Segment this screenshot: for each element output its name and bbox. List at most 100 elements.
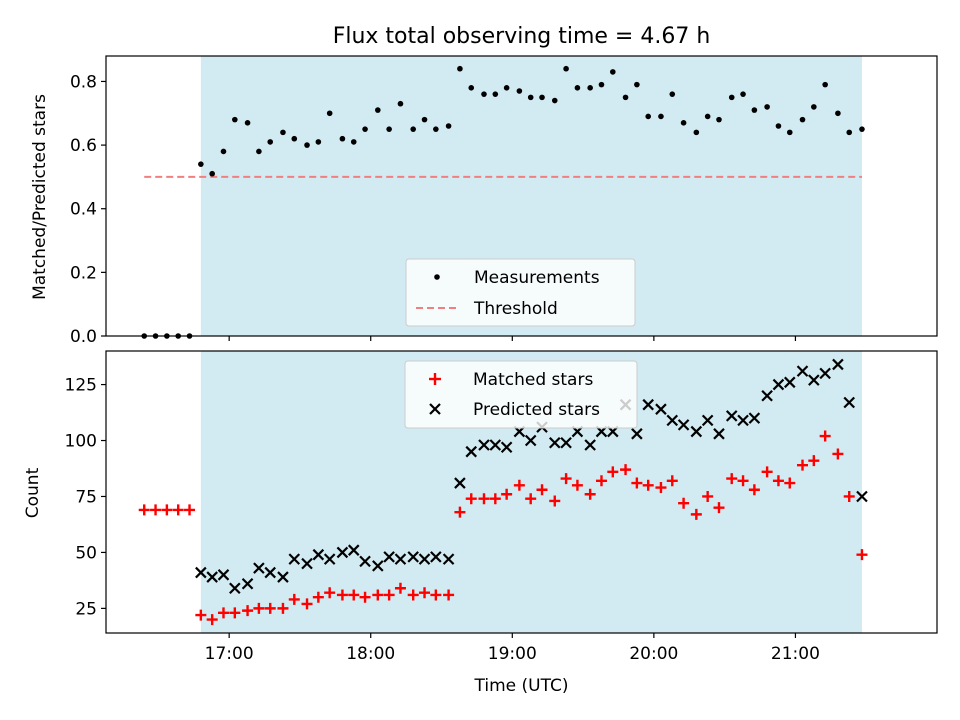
measurement-point xyxy=(610,69,616,75)
measurement-point xyxy=(280,129,286,136)
measurement-point xyxy=(551,97,558,104)
bottom-y-axis-label: Count xyxy=(23,467,43,518)
measurements-points xyxy=(141,65,865,339)
measurement-point xyxy=(751,107,758,113)
measurement-point xyxy=(728,94,735,101)
matched-star-point xyxy=(324,587,336,599)
bottom-y-tick-label: 100 xyxy=(65,432,97,452)
measurement-point xyxy=(267,139,274,145)
measurement-point xyxy=(304,142,310,148)
legend-measurements-label: Measurements xyxy=(474,268,600,288)
matched-star-point xyxy=(655,482,667,494)
measurement-point xyxy=(811,104,817,110)
measurement-point xyxy=(680,120,687,126)
legend-predicted-label: Predicted stars xyxy=(473,400,600,420)
matched-star-point xyxy=(525,493,537,505)
predicted-star-point xyxy=(690,425,703,438)
matched-star-point xyxy=(748,484,760,496)
x-axis-label: Time (UTC) xyxy=(474,676,569,696)
measurement-point xyxy=(786,129,793,136)
bottom-y-ticks: 25 50 75 100 125 xyxy=(65,376,106,619)
predicted-star-point xyxy=(677,419,690,431)
predicted-star-point xyxy=(748,412,761,424)
predicted-star-point xyxy=(584,439,596,451)
matched-star-point xyxy=(138,504,150,516)
measurement-point xyxy=(622,94,629,101)
matched-star-point xyxy=(678,497,690,509)
measurement-point xyxy=(693,129,700,136)
measurement-point xyxy=(775,123,782,129)
measurement-point xyxy=(421,116,428,123)
measurement-point xyxy=(256,148,262,155)
matched-star-point xyxy=(229,607,241,619)
matched-star-point xyxy=(819,430,831,442)
predicted-star-point xyxy=(500,441,513,454)
top-y-tick-label: 0.6 xyxy=(70,136,97,156)
bottom-legend: Matched stars Predicted stars xyxy=(404,360,638,429)
matched-star-point xyxy=(690,508,702,520)
predicted-star-point xyxy=(524,434,537,447)
matched-star-point xyxy=(443,589,455,601)
predicted-star-point xyxy=(277,571,289,583)
measurement-point xyxy=(375,107,381,113)
measurement-point xyxy=(539,94,545,101)
predicted-star-point xyxy=(229,582,241,595)
measurement-point xyxy=(527,94,534,101)
chart-title: Flux total observing time = 4.67 h xyxy=(333,24,711,49)
matched-star-point xyxy=(359,591,371,603)
matched-star-point xyxy=(501,488,513,500)
predicted-star-point xyxy=(253,562,265,574)
predicted-star-point xyxy=(478,439,490,451)
matched-star-point xyxy=(288,593,300,605)
legend-matched-marker xyxy=(429,373,441,385)
matched-star-point xyxy=(206,614,218,626)
matched-star-point xyxy=(394,582,406,594)
predicted-star-point xyxy=(819,367,831,380)
measurement-point xyxy=(410,126,417,132)
predicted-star-point xyxy=(312,548,325,561)
matched-star-point xyxy=(607,466,619,478)
matched-star-point xyxy=(761,466,773,478)
predicted-star-point xyxy=(301,557,313,570)
predicted-star-point xyxy=(195,566,207,579)
predicted-star-point xyxy=(642,398,654,411)
predicted-star-point xyxy=(407,551,419,563)
top-y-tick-label: 0.0 xyxy=(70,327,97,347)
matched-star-point xyxy=(784,477,796,489)
top-x-ticks xyxy=(228,336,797,341)
legend-measurements-marker xyxy=(434,274,440,280)
matched-star-point xyxy=(560,473,572,485)
measurement-point xyxy=(433,126,439,132)
measurement-point xyxy=(315,139,322,145)
measurement-point xyxy=(244,120,251,126)
x-tick-label: 19:00 xyxy=(488,644,537,664)
predicted-star-point xyxy=(383,551,395,563)
predicted-star-point xyxy=(560,436,572,449)
measurement-point xyxy=(232,116,238,123)
predicted-star-point xyxy=(713,428,725,440)
measurement-point xyxy=(669,91,676,97)
matched-star-point xyxy=(277,602,289,614)
measurement-point xyxy=(362,126,368,132)
matched-star-point xyxy=(713,502,725,514)
x-tick-label: 21:00 xyxy=(771,644,820,664)
predicted-star-point xyxy=(772,378,785,391)
predicted-star-point xyxy=(264,566,276,579)
predicted-star-point xyxy=(843,396,856,409)
measurement-point xyxy=(516,88,523,94)
legend-predicted-marker xyxy=(429,403,441,415)
matched-star-point xyxy=(150,504,162,516)
matched-star-point xyxy=(465,493,477,505)
matched-star-point xyxy=(161,504,173,516)
measurement-point xyxy=(563,65,569,72)
matched-star-point xyxy=(336,589,348,601)
matched-star-point xyxy=(218,607,230,619)
predicted-star-point xyxy=(442,553,455,565)
predicted-star-point xyxy=(430,551,442,563)
matched-star-point xyxy=(264,602,276,614)
matched-star-point xyxy=(726,473,738,485)
matched-star-point xyxy=(642,479,654,491)
matched-star-point xyxy=(372,589,384,601)
bottom-panel: 25 50 75 100 125 17:00 18:00 19:00 20:00 21:00 C… xyxy=(23,350,938,696)
measurement-point xyxy=(445,123,452,129)
